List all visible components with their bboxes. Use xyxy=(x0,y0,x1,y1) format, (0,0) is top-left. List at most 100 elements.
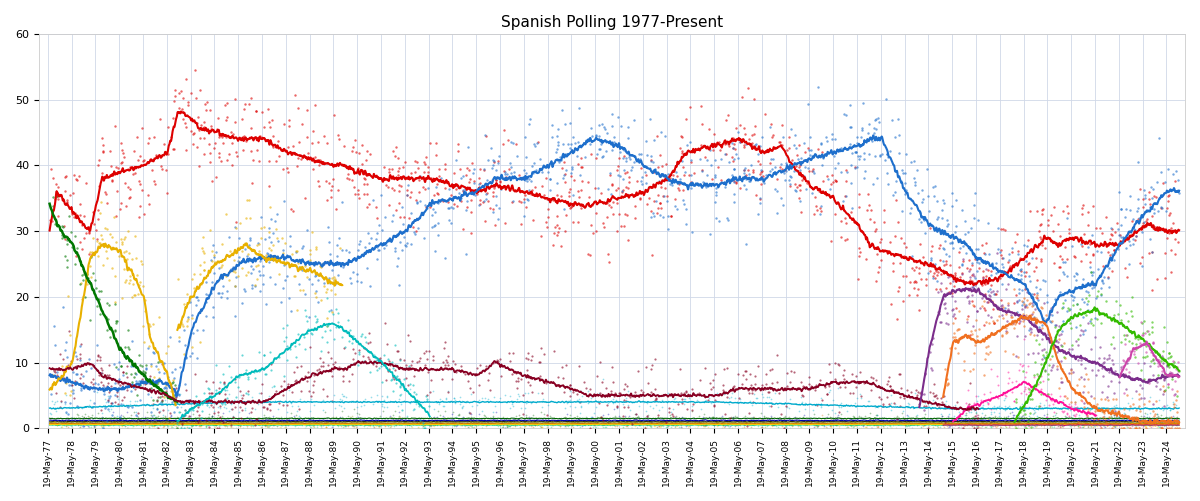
Point xyxy=(1038,420,1057,428)
Point xyxy=(1134,375,1153,383)
Point xyxy=(1115,370,1134,378)
Point xyxy=(937,309,956,317)
Point xyxy=(116,415,136,423)
Point xyxy=(623,420,642,428)
Point xyxy=(155,383,174,391)
Point xyxy=(1070,419,1090,427)
Point xyxy=(461,421,480,429)
Point xyxy=(1097,416,1116,424)
Point xyxy=(967,267,986,275)
Point xyxy=(1100,252,1120,260)
Point xyxy=(1058,417,1078,425)
Point xyxy=(574,416,593,424)
Point xyxy=(259,182,278,190)
Point xyxy=(853,421,872,429)
Point xyxy=(83,403,102,411)
Point xyxy=(178,415,197,423)
Point xyxy=(274,253,293,261)
Point xyxy=(224,417,244,425)
Point xyxy=(1117,385,1136,393)
Point xyxy=(1067,403,1086,411)
Point xyxy=(608,403,628,411)
Point xyxy=(1033,277,1052,285)
Point xyxy=(811,202,830,210)
Point xyxy=(592,189,611,197)
Point xyxy=(533,417,552,425)
Point xyxy=(1156,370,1175,378)
Point xyxy=(962,414,982,422)
Point xyxy=(1154,387,1174,395)
Point xyxy=(80,248,100,256)
Point xyxy=(1156,274,1175,282)
Point xyxy=(245,368,264,376)
Point xyxy=(460,409,479,417)
Point xyxy=(467,417,486,425)
Point xyxy=(936,257,955,265)
Point xyxy=(404,228,424,236)
Point xyxy=(268,255,287,263)
Point xyxy=(46,195,65,203)
Point xyxy=(301,343,320,351)
Point xyxy=(943,312,962,320)
Point xyxy=(494,416,514,424)
Point xyxy=(988,421,1007,429)
Point xyxy=(192,121,211,129)
Point xyxy=(1129,390,1148,398)
Point xyxy=(1080,419,1099,427)
Point xyxy=(74,265,94,273)
Point xyxy=(418,395,437,403)
Point xyxy=(72,384,91,392)
Point xyxy=(110,205,130,213)
Point xyxy=(469,410,488,418)
Point xyxy=(433,402,452,410)
Point xyxy=(607,422,626,430)
Point xyxy=(88,356,107,364)
Point xyxy=(113,238,132,246)
Point xyxy=(503,198,522,206)
Point xyxy=(1091,424,1110,432)
Point xyxy=(383,411,402,419)
Point xyxy=(176,416,196,424)
Point xyxy=(1044,418,1063,426)
Point xyxy=(196,417,215,425)
Point xyxy=(68,417,88,425)
Point xyxy=(1158,165,1177,173)
Point xyxy=(203,389,222,397)
Point xyxy=(58,421,77,429)
Point xyxy=(125,407,144,415)
Point xyxy=(1159,380,1178,388)
Point xyxy=(587,131,606,139)
Point xyxy=(1127,422,1146,430)
Point xyxy=(56,409,76,417)
Point xyxy=(1104,410,1123,418)
Point xyxy=(229,373,248,381)
Point xyxy=(676,420,695,428)
Point xyxy=(752,133,772,141)
Point xyxy=(692,120,712,128)
Point xyxy=(419,168,438,176)
Point xyxy=(964,421,983,429)
Point xyxy=(796,420,815,428)
Point xyxy=(1108,419,1127,427)
Point xyxy=(142,393,161,401)
Point xyxy=(965,424,984,432)
Point xyxy=(176,386,196,394)
Point xyxy=(256,422,275,430)
Point xyxy=(1040,317,1060,325)
Point xyxy=(500,418,520,426)
Point xyxy=(697,414,716,422)
Point xyxy=(954,255,973,263)
Point xyxy=(239,250,258,259)
Point xyxy=(1159,354,1178,362)
Point xyxy=(233,145,252,153)
Point xyxy=(124,170,143,178)
Point xyxy=(984,290,1003,298)
Point xyxy=(374,351,394,359)
Point xyxy=(1069,335,1088,343)
Point xyxy=(638,411,658,419)
Point xyxy=(1073,295,1092,303)
Point xyxy=(264,417,283,425)
Point xyxy=(348,164,367,172)
Point xyxy=(822,406,841,414)
Point xyxy=(342,176,361,184)
